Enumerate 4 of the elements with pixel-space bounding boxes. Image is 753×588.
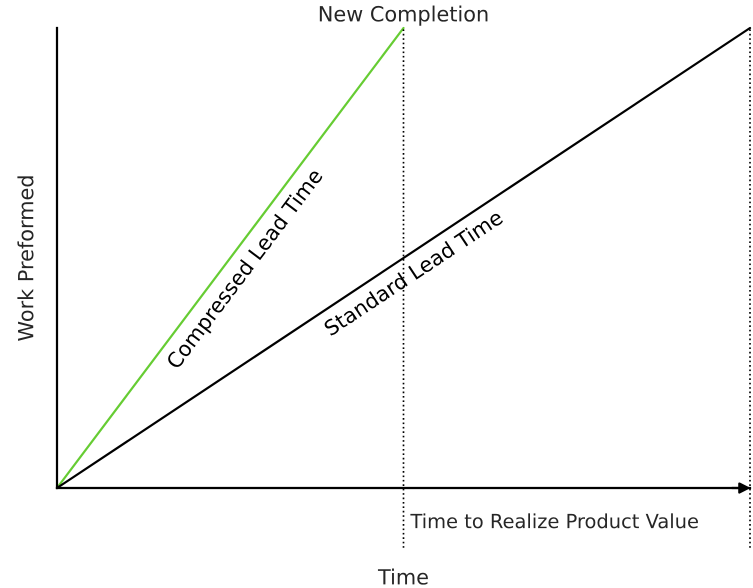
x-axis-title: Time: [378, 568, 428, 585]
text: Time to Realize Product Value: [410, 513, 698, 528]
text: New Completion: [320, 6, 488, 26]
y-axis-title: Work Preformed: [17, 176, 34, 341]
